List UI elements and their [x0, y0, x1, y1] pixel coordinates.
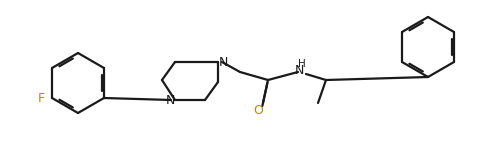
Text: F: F	[38, 92, 44, 105]
Text: N: N	[294, 64, 304, 76]
Text: H: H	[298, 59, 306, 69]
Text: O: O	[253, 105, 263, 117]
Text: N: N	[165, 93, 175, 107]
Text: N: N	[218, 55, 228, 69]
